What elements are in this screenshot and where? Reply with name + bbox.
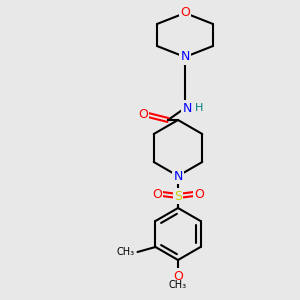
Text: N: N <box>182 101 192 115</box>
Text: O: O <box>138 109 148 122</box>
Text: O: O <box>173 269 183 283</box>
Text: CH₃: CH₃ <box>116 247 134 257</box>
Text: O: O <box>152 188 162 200</box>
Text: O: O <box>194 188 204 200</box>
Text: N: N <box>180 50 190 64</box>
Text: CH₃: CH₃ <box>169 280 187 290</box>
Text: N: N <box>173 169 183 182</box>
Text: O: O <box>180 7 190 20</box>
Text: H: H <box>195 103 203 113</box>
Text: S: S <box>174 190 182 202</box>
